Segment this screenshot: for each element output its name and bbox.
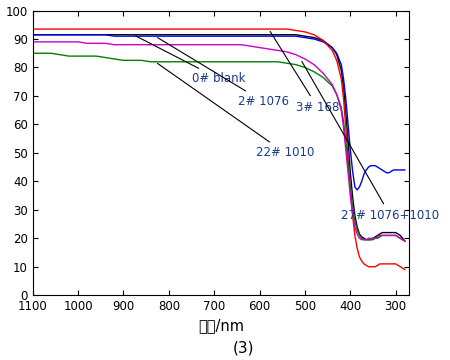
Text: 2# 1076: 2# 1076: [158, 37, 289, 108]
X-axis label: 波长/nm: 波长/nm: [198, 319, 244, 334]
Text: 0# blank: 0# blank: [136, 36, 246, 85]
Text: 3# 168: 3# 168: [270, 31, 339, 114]
Text: 27# 1076+1010: 27# 1076+1010: [302, 61, 439, 222]
Text: (3): (3): [232, 341, 254, 356]
Text: 22# 1010: 22# 1010: [158, 63, 315, 159]
